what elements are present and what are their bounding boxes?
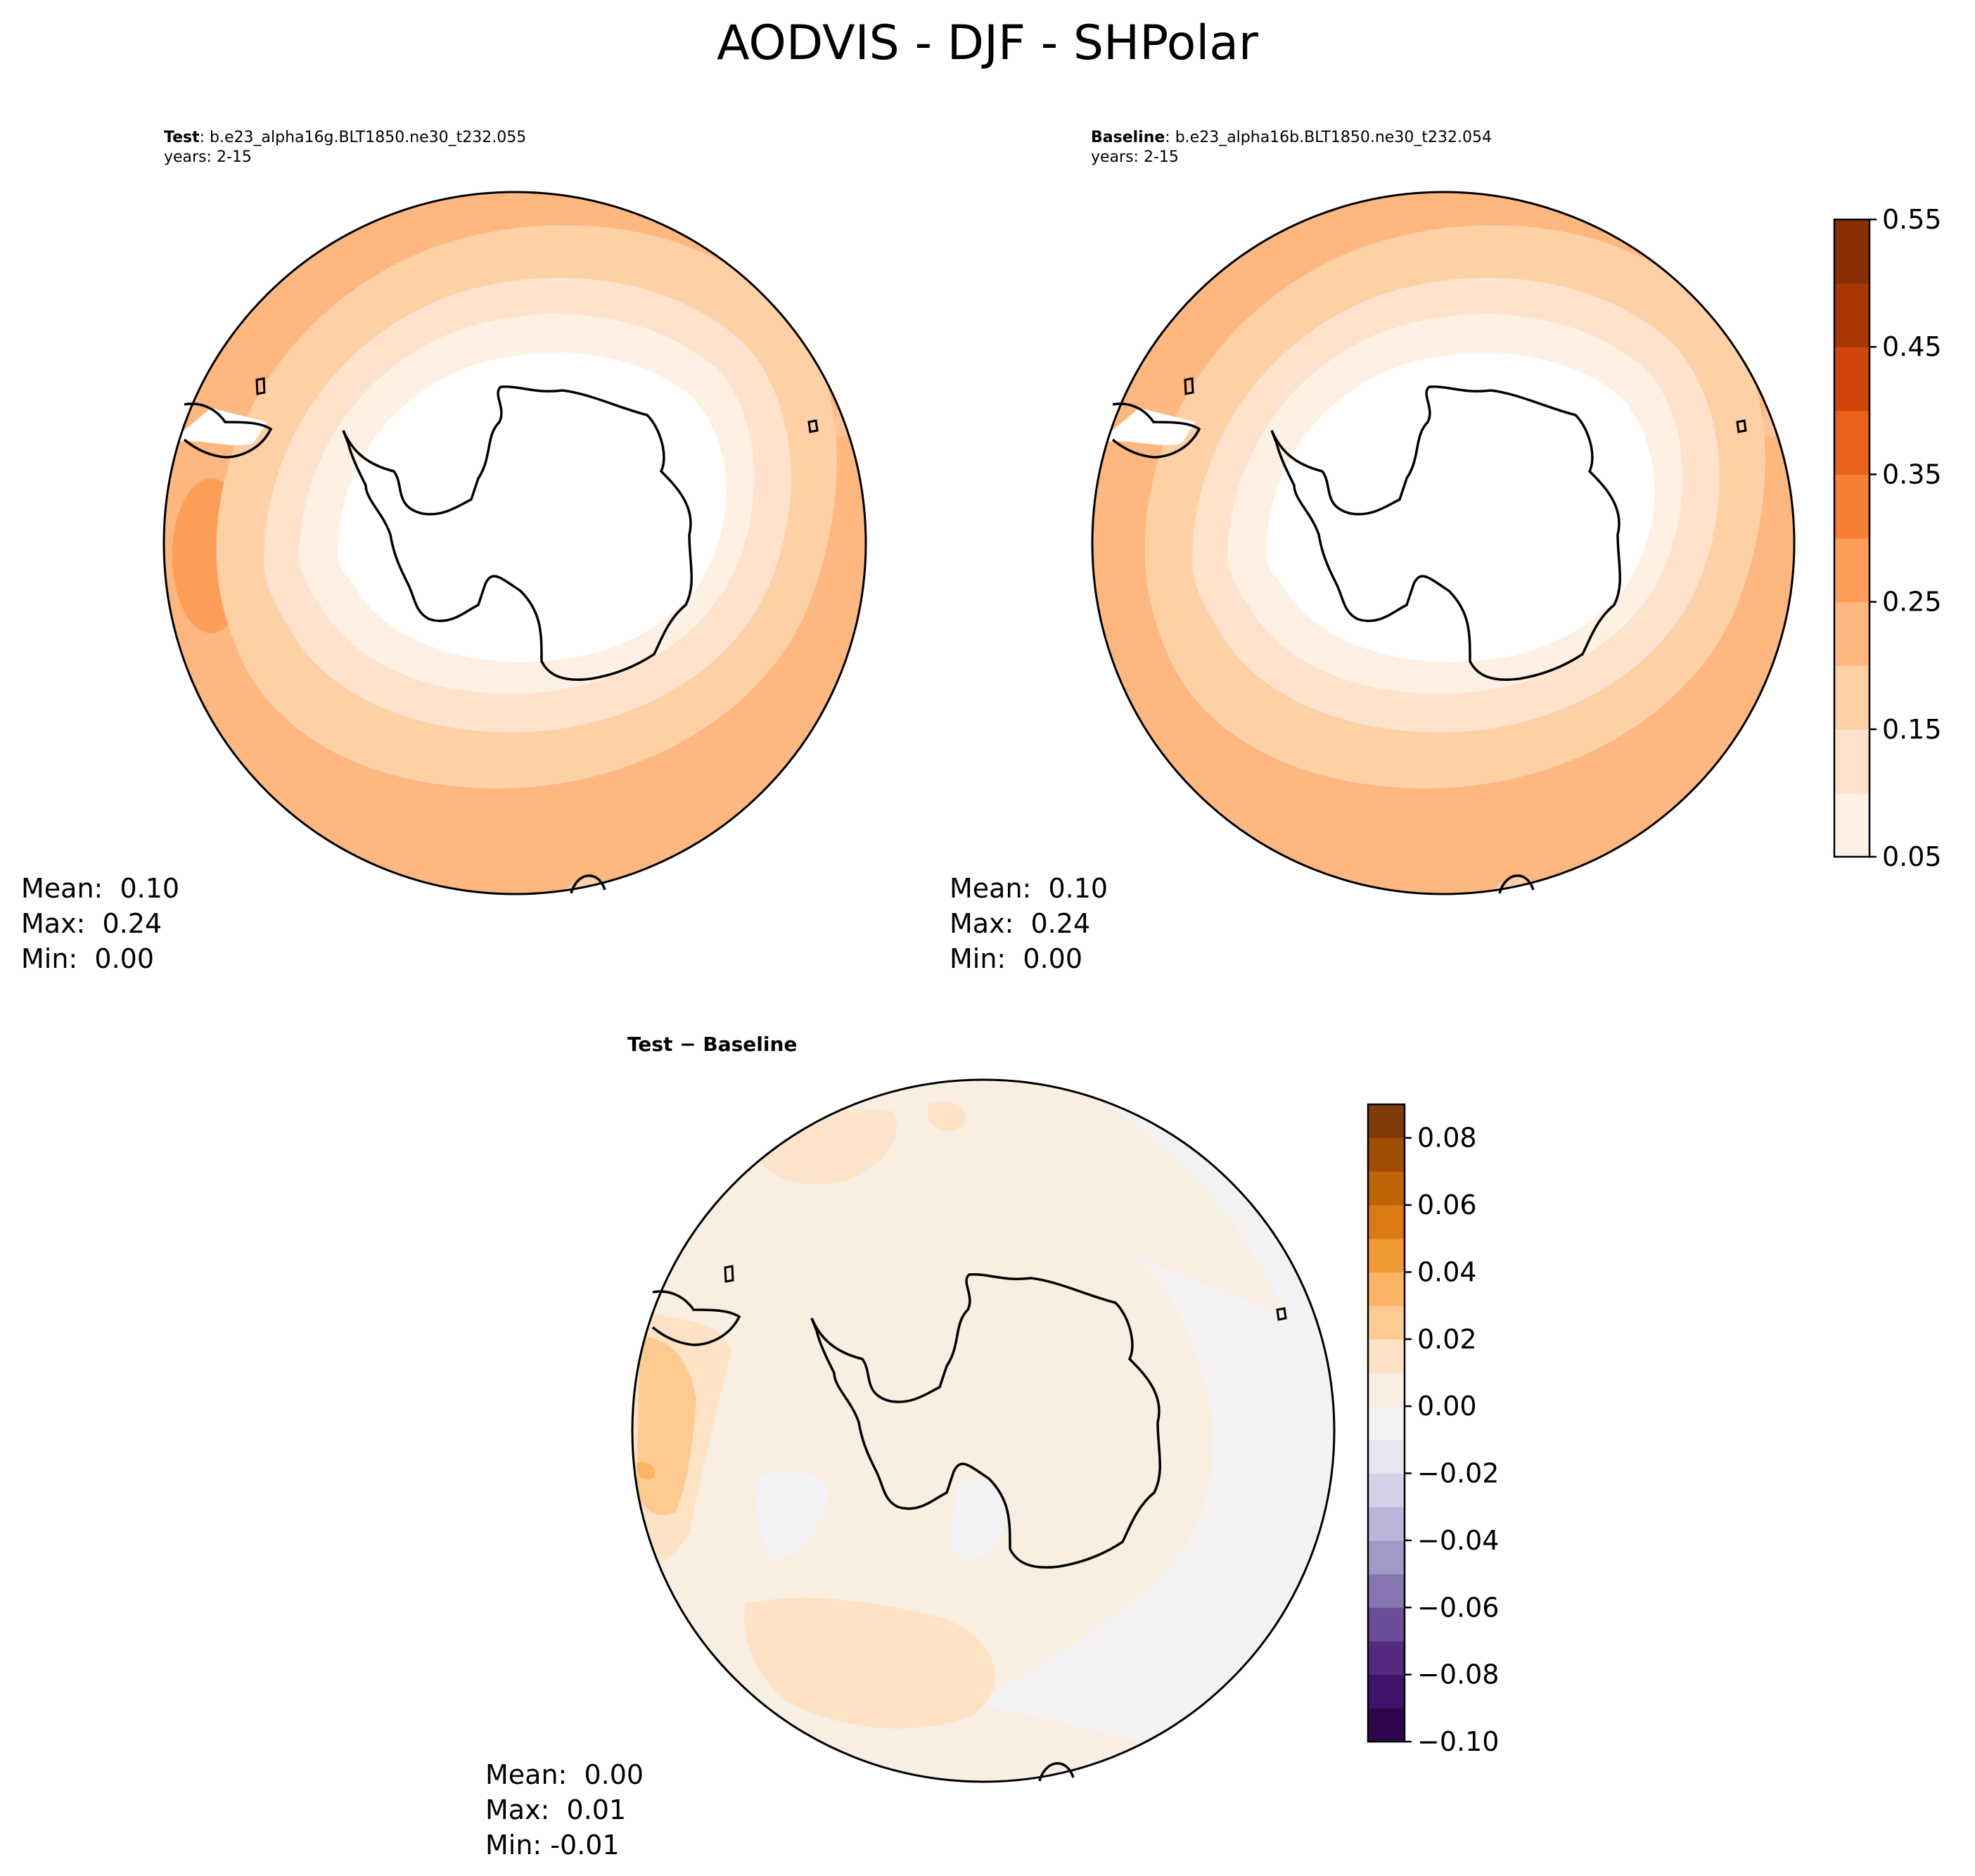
colorbar-segment — [1834, 283, 1869, 347]
test-min: Min: 0.00 — [21, 943, 154, 974]
colorbar-tick-label: 0.02 — [1417, 1324, 1477, 1355]
difference-mean: Mean: 0.00 — [485, 1759, 644, 1790]
colorbar-tick-label: 0.35 — [1882, 459, 1942, 490]
colorbar-segment — [1368, 1372, 1405, 1407]
africa-tip — [1038, 1762, 1075, 1782]
test-mean: Mean: 0.10 — [21, 873, 180, 904]
south-america-tip — [1111, 402, 1201, 459]
colorbar-segment — [1834, 793, 1869, 857]
antarctica-coastline — [1270, 385, 1621, 681]
test-stats: Mean: 0.10 Max: 0.24 Min: 0.00 — [21, 871, 179, 976]
colorbar-segment — [1834, 538, 1869, 603]
baseline-stats: Mean: 0.10 Max: 0.24 Min: 0.00 — [950, 871, 1108, 976]
test-max: Max: 0.24 — [21, 908, 162, 939]
baseline-label: Baseline — [1091, 129, 1165, 146]
baseline-years: years: 2-15 — [1091, 148, 1179, 166]
colorbar-tick-label: 0.45 — [1882, 331, 1942, 362]
test-panel-title: Test: b.e23_alpha16g.BLT1850.ne30_t232.0… — [164, 128, 526, 167]
colorbar-segment — [1368, 1339, 1405, 1373]
baseline-map — [1091, 191, 1796, 895]
colorbar-segment — [1368, 1137, 1405, 1172]
colorbar-tick-label: 0.04 — [1417, 1256, 1477, 1287]
colorbar-tick-label: 0.55 — [1882, 204, 1942, 235]
baseline-case-name: : b.e23_alpha16b.BLT1850.ne30_t232.054 — [1165, 129, 1492, 146]
difference-max: Max: 0.01 — [485, 1794, 627, 1825]
colorbar-segment — [1368, 1238, 1405, 1272]
colorbar-segment — [1834, 347, 1869, 411]
difference-panel-title: Test − Baseline — [627, 1033, 798, 1056]
colorbar-tick-label: 0.05 — [1882, 841, 1942, 872]
colorbar-segment — [1368, 1473, 1405, 1507]
colorbar-aod: 0.05 0.15 0.25 0.35 0.45 0.55 — [1833, 204, 1942, 872]
colorbar-tick-label: 0.08 — [1417, 1123, 1477, 1154]
difference-stats: Mean: 0.00 Max: 0.01 Min: -0.01 — [485, 1757, 644, 1863]
colorbar-tick-label: −0.10 — [1417, 1726, 1499, 1757]
colorbar-segment — [1368, 1439, 1405, 1474]
colorbar-segment — [1834, 601, 1869, 666]
colorbar-tick-label: 0.00 — [1417, 1391, 1477, 1422]
colorbar-segment — [1834, 474, 1869, 539]
colorbar-segment — [1368, 1607, 1405, 1642]
figure-title: AODVIS - DJF - SHPolar — [717, 15, 1258, 71]
difference-map — [631, 1078, 1336, 1783]
colorbar-tick-label: 0.06 — [1417, 1189, 1477, 1220]
colorbar-frame — [1367, 1103, 1406, 1743]
test-years: years: 2-15 — [164, 148, 252, 166]
colorbar-segment — [1368, 1171, 1405, 1206]
island — [724, 1265, 734, 1283]
colorbar-segment — [1834, 410, 1869, 475]
colorbar-segment — [1834, 219, 1869, 284]
difference-min: Min: -0.01 — [485, 1830, 620, 1861]
colorbar-segment — [1368, 1574, 1405, 1608]
colorbar-segment — [1368, 1306, 1405, 1340]
south-america-tip — [651, 1290, 741, 1346]
baseline-panel-title: Baseline: b.e23_alpha16b.BLT1850.ne30_t2… — [1091, 128, 1492, 167]
colorbar-segment — [1368, 1104, 1405, 1139]
test-map — [162, 191, 867, 895]
colorbar-tick-label: −0.06 — [1417, 1592, 1499, 1623]
south-america-tip — [183, 402, 273, 459]
colorbar-difference: 0.08 0.06 0.04 0.02 0.00 −0.02 −0.04 −0.06 −0.08… — [1367, 1103, 1499, 1757]
colorbar-tick-label: 0.25 — [1882, 587, 1942, 618]
colorbar-segment — [1368, 1708, 1405, 1742]
colorbar-tick-label: −0.04 — [1417, 1525, 1499, 1556]
island — [807, 419, 819, 433]
colorbar-segment — [1834, 665, 1869, 730]
island — [1736, 419, 1747, 433]
baseline-mean: Mean: 0.10 — [950, 873, 1108, 904]
africa-tip — [570, 874, 606, 894]
colorbar-segment — [1368, 1674, 1405, 1709]
colorbar-segment — [1368, 1205, 1405, 1239]
test-case-name: : b.e23_alpha16g.BLT1850.ne30_t232.055 — [199, 129, 527, 146]
island — [1184, 377, 1194, 395]
colorbar-tick-label: −0.02 — [1417, 1458, 1499, 1489]
colorbar-segment — [1368, 1406, 1405, 1441]
antarctica-coastline — [810, 1273, 1161, 1569]
island — [1276, 1307, 1287, 1321]
colorbar-segment — [1368, 1507, 1405, 1541]
test-label: Test — [164, 129, 200, 146]
colorbar-tick-label: −0.08 — [1417, 1659, 1499, 1690]
antarctica-coastline — [342, 385, 693, 681]
colorbar-tick-label: 0.15 — [1882, 714, 1942, 745]
baseline-min: Min: 0.00 — [950, 943, 1082, 974]
island — [255, 377, 266, 395]
baseline-max: Max: 0.24 — [950, 908, 1091, 939]
colorbar-segment — [1368, 1640, 1405, 1676]
colorbar-frame — [1833, 218, 1871, 858]
colorbar-segment — [1834, 729, 1869, 793]
colorbar-segment — [1368, 1540, 1405, 1575]
colorbar-segment — [1368, 1272, 1405, 1306]
africa-tip — [1498, 874, 1535, 894]
